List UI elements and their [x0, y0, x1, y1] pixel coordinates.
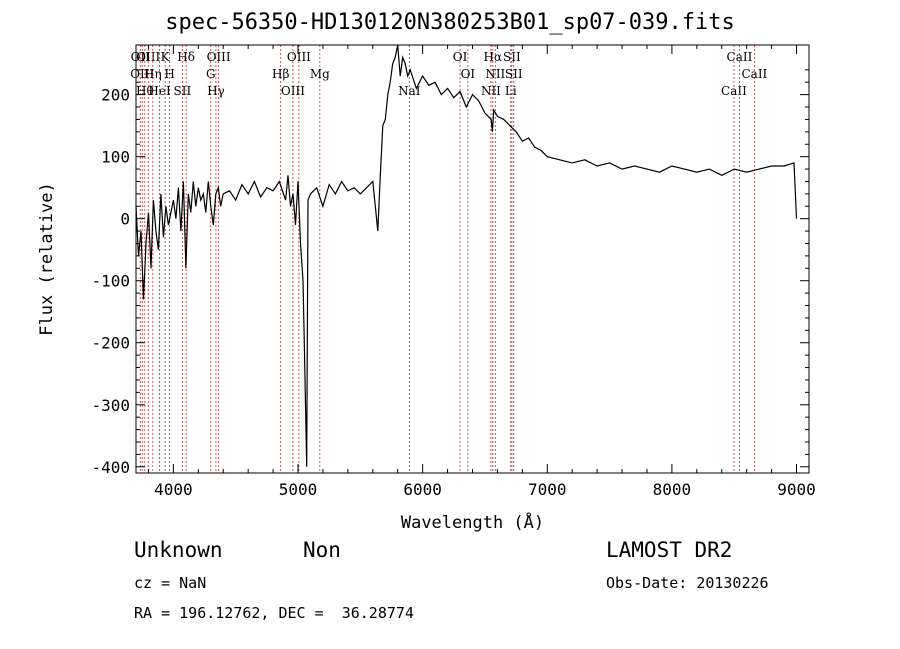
spectral-line-label: Hη — [144, 67, 162, 81]
x-tick-label: 9000 — [777, 480, 816, 499]
obs-date-label: Obs-Date: 20130226 — [606, 574, 769, 592]
spectral-line-label: Li — [505, 84, 517, 98]
spectral-line-label: Hα — [484, 50, 503, 64]
spectral-line-label: OII — [131, 50, 151, 64]
spectral-line-label: CaII — [741, 67, 767, 81]
spectral-line-label: H — [164, 67, 174, 81]
x-axis-label: Wavelength (Å) — [401, 511, 544, 533]
spectral-line-label: Mg — [310, 67, 330, 81]
spectral-line-label: OI — [461, 67, 476, 81]
y-tick-label: 0 — [120, 210, 130, 229]
y-tick-label: 100 — [101, 148, 130, 167]
chart-title: spec-56350-HD130120N380253B01_sp07-039.f… — [165, 10, 735, 35]
spectral-line-label: SII — [503, 50, 521, 64]
spectral-line-label: CaII — [727, 50, 753, 64]
y-tick-label: -100 — [91, 272, 130, 291]
spectral-line-label: OIII — [136, 50, 160, 64]
x-tick-label: 6000 — [403, 480, 442, 499]
survey-label: LAMOST DR2 — [606, 538, 733, 562]
x-tick-label: 5000 — [279, 480, 318, 499]
class-label: Unknown — [134, 538, 223, 562]
spectral-line-label: OIII — [207, 50, 231, 64]
y-tick-label: -400 — [91, 458, 130, 477]
spectral-line-label: SII — [174, 84, 192, 98]
spectral-line-label: G — [206, 67, 216, 81]
spectral-line-label: K — [161, 50, 171, 64]
plot-frame — [135, 44, 810, 474]
coordinates-label: RA = 196.12762, DEC = 36.28774 — [134, 604, 414, 622]
spectral-line-label: NII — [485, 67, 505, 81]
spectral-line-label: NaI — [398, 84, 421, 98]
spectral-line-label: NII — [481, 84, 501, 98]
x-tick-label: 4000 — [154, 480, 193, 499]
spectral-line-label: OI — [453, 50, 468, 64]
x-tick-label: 7000 — [528, 480, 567, 499]
y-tick-label: -300 — [91, 396, 130, 415]
spectral-line-label: CaII — [721, 84, 747, 98]
spectral-line-label: OIII — [287, 50, 311, 64]
subclass-label: Non — [303, 538, 341, 562]
spectral-line-label: HeI — [148, 84, 171, 98]
spectral-line-label: Hδ — [177, 50, 195, 64]
y-tick-label: -200 — [91, 334, 130, 353]
y-axis-label: Flux (relative) — [37, 182, 57, 336]
spectral-line-label: SII — [505, 67, 523, 81]
y-tick-label: 200 — [101, 86, 130, 105]
spectrum-line — [135, 44, 798, 467]
redshift-label: cz = NaN — [134, 574, 207, 592]
spectral-line-label: Hβ — [272, 67, 289, 81]
spectral-line-label: OIII — [281, 84, 305, 98]
spectral-line-label: Hγ — [207, 84, 225, 98]
x-tick-label: 8000 — [653, 480, 692, 499]
